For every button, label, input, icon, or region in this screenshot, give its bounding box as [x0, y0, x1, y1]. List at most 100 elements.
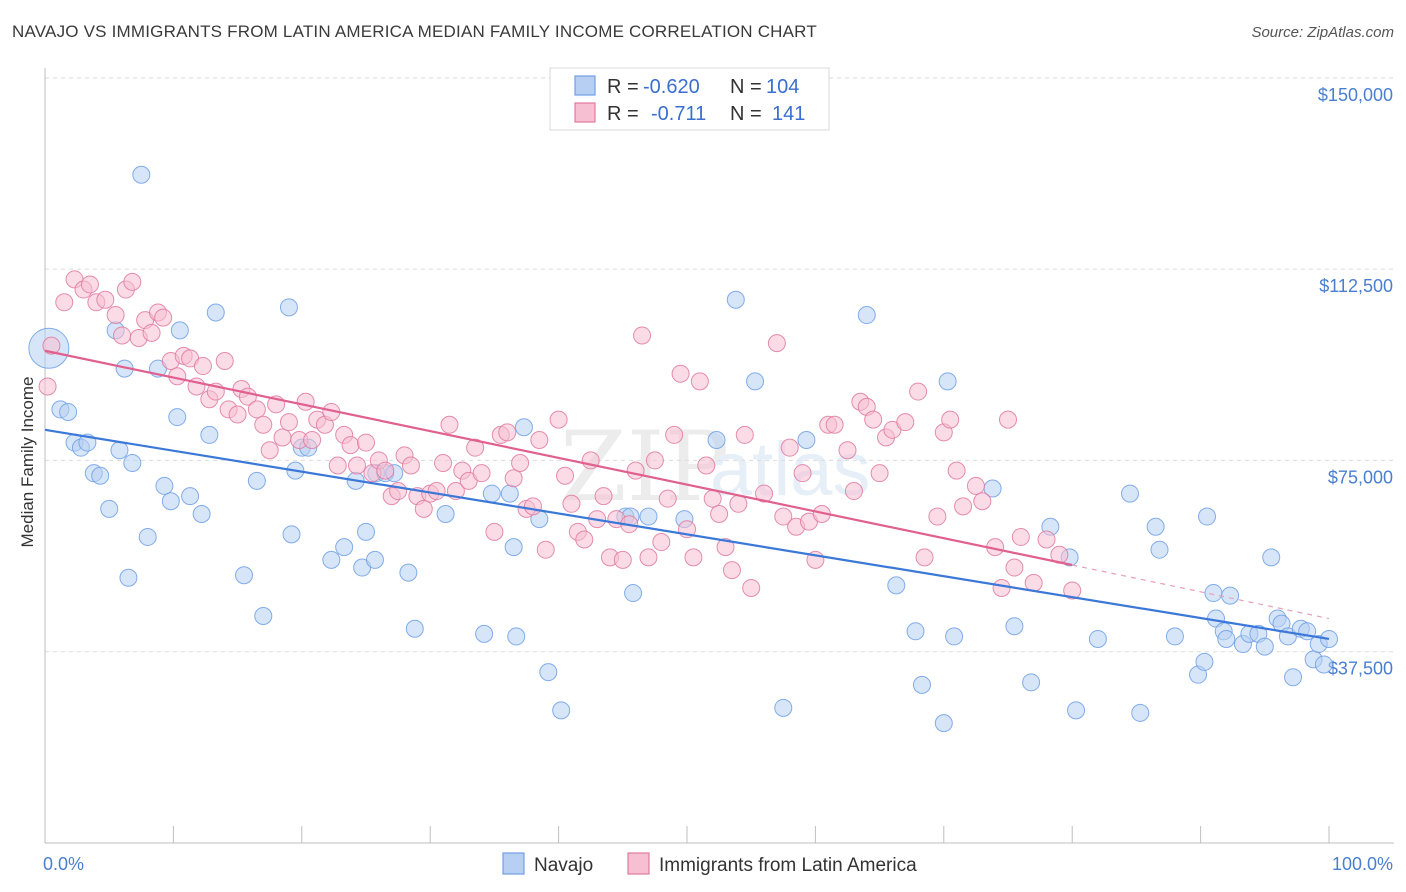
data-point	[113, 326, 132, 345]
data-point	[389, 482, 408, 501]
y-tick-label: $112,500	[1319, 276, 1393, 296]
data-point	[466, 438, 485, 457]
data-point	[38, 377, 57, 396]
legend-n-label: N =	[730, 103, 762, 125]
data-point	[434, 453, 453, 472]
data-point	[168, 408, 187, 427]
data-point	[500, 484, 519, 503]
data-point	[273, 428, 292, 447]
data-point	[401, 456, 420, 475]
data-point	[161, 492, 180, 511]
data-point	[556, 466, 575, 485]
data-point	[55, 293, 74, 312]
data-point	[838, 441, 857, 460]
data-point	[1131, 703, 1150, 722]
data-point	[639, 507, 658, 526]
data-point	[1005, 558, 1024, 577]
data-point	[658, 489, 677, 508]
data-point	[254, 607, 273, 626]
data-point	[110, 441, 129, 460]
data-point	[909, 382, 928, 401]
data-point	[966, 476, 985, 495]
data-point	[915, 548, 934, 567]
data-point	[716, 538, 735, 557]
data-point	[80, 275, 99, 294]
data-point	[472, 464, 491, 483]
data-point	[303, 431, 322, 450]
data-point	[138, 527, 157, 546]
series-legend-label-latin-america: Immigrants from Latin America	[659, 855, 917, 876]
data-point	[671, 364, 690, 383]
trend-lines	[44, 349, 1330, 641]
data-point	[322, 550, 341, 569]
data-point	[1217, 629, 1236, 648]
data-point	[633, 326, 652, 345]
legend-n-value: 104	[766, 76, 799, 98]
data-point	[123, 272, 142, 291]
data-point	[523, 497, 542, 516]
data-point	[1262, 548, 1281, 567]
series-legend-label-navajo: Navajo	[534, 855, 593, 876]
data-point	[296, 392, 315, 411]
data-point	[235, 566, 254, 585]
data-point	[530, 431, 549, 450]
data-point	[1067, 701, 1086, 720]
data-point	[511, 453, 530, 472]
data-point	[626, 461, 645, 480]
data-point	[562, 494, 581, 513]
data-point	[498, 423, 517, 442]
data-point	[774, 698, 793, 717]
data-point	[887, 576, 906, 595]
data-point	[247, 471, 266, 490]
data-point	[154, 308, 173, 327]
data-point	[973, 492, 992, 511]
data-point	[870, 464, 889, 483]
data-point	[735, 425, 754, 444]
data-point	[1120, 484, 1139, 503]
data-point	[193, 357, 212, 376]
data-point	[192, 504, 211, 523]
data-point	[414, 499, 433, 518]
legend-r-value: -0.711	[651, 103, 706, 125]
data-point	[549, 410, 568, 429]
data-point	[247, 400, 266, 419]
data-point	[652, 533, 671, 552]
data-point	[992, 578, 1011, 597]
data-point	[142, 323, 161, 342]
data-point	[945, 627, 964, 646]
trend-extension	[1072, 564, 1330, 620]
legend-swatch-navajo	[574, 75, 596, 96]
data-point	[1314, 655, 1333, 674]
data-point	[742, 578, 761, 597]
data-point	[96, 290, 115, 309]
x-axis-labels: 0.0% 100.0%	[43, 854, 1393, 874]
data-point	[896, 413, 915, 432]
data-point	[697, 456, 716, 475]
data-point	[119, 568, 138, 587]
data-point	[912, 675, 931, 694]
data-point	[181, 487, 200, 506]
series-legend-swatch-latin-america	[627, 852, 650, 875]
data-point	[1165, 627, 1184, 646]
data-point	[475, 624, 494, 643]
y-axis-labels: $37,500 $75,000 $112,500 $150,000	[1318, 85, 1393, 679]
data-point	[376, 461, 395, 480]
series-legend: Navajo Immigrants from Latin America	[502, 852, 917, 876]
data-point	[228, 405, 247, 424]
data-point	[482, 484, 501, 503]
data-point	[1284, 668, 1303, 687]
data-point	[928, 507, 947, 526]
data-point	[504, 538, 523, 557]
data-point	[954, 497, 973, 516]
data-point	[282, 525, 301, 544]
data-point	[774, 507, 793, 526]
data-point	[1255, 637, 1274, 656]
y-axis-title: Median Family Income	[18, 376, 37, 547]
data-point	[767, 334, 786, 353]
data-point	[746, 372, 765, 391]
data-point	[755, 484, 774, 503]
data-point	[710, 504, 729, 523]
data-point	[1204, 584, 1223, 603]
data-point	[507, 627, 526, 646]
data-point	[934, 714, 953, 733]
